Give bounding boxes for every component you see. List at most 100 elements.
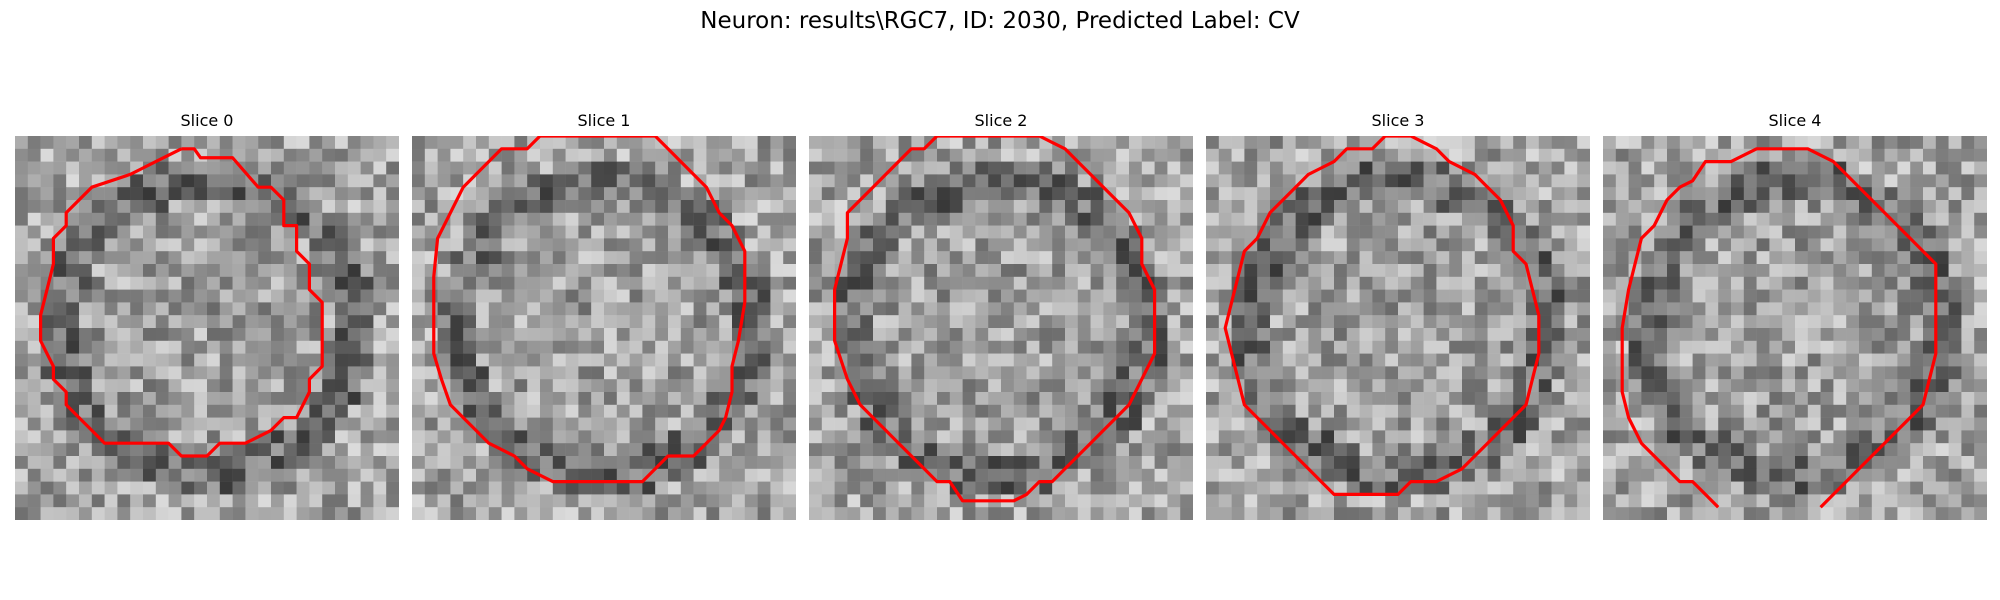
slice-pixel	[1372, 174, 1386, 188]
slice-pixel	[1116, 174, 1130, 188]
slice-pixel	[1257, 302, 1271, 316]
slice-pixel	[1167, 494, 1181, 508]
slice-pixel	[860, 212, 874, 226]
slice-pixel	[386, 251, 399, 265]
slice-pixel	[1218, 225, 1232, 239]
slice-pixel	[322, 392, 336, 406]
slice-pixel	[937, 507, 951, 520]
slice-pixel	[232, 417, 246, 431]
slice-pixel	[104, 328, 118, 342]
slice-pixel	[1487, 340, 1501, 354]
slice-pixel	[194, 276, 208, 290]
slice-pixel	[1013, 468, 1027, 482]
slice-pixel	[1833, 417, 1847, 431]
slice-pixel	[1795, 174, 1809, 188]
slice-pixel	[1974, 430, 1987, 444]
slice-pixel	[1923, 456, 1937, 470]
slice-pixel	[1526, 494, 1540, 508]
slice-pixel	[1346, 456, 1360, 470]
slice-pixel	[1359, 392, 1373, 406]
slice-pixel	[629, 276, 643, 290]
slice-pixel	[1065, 443, 1079, 457]
slice-pixel	[527, 481, 541, 495]
slice-pixel	[1820, 392, 1834, 406]
slice-pixel	[1577, 443, 1590, 457]
slice-pixel	[629, 417, 643, 431]
slice-pixel	[847, 187, 861, 201]
slice-pixel	[1692, 289, 1706, 303]
slice-pixel	[1346, 481, 1360, 495]
slice-pixel	[66, 481, 80, 495]
slice-pixel	[15, 494, 29, 508]
slice-pixel	[1129, 340, 1143, 354]
slice-pixel	[335, 148, 349, 162]
slice-pixel	[1756, 468, 1770, 482]
slice-pixel	[809, 315, 823, 329]
slice-pixel	[168, 328, 182, 342]
slice-pixel	[1410, 225, 1424, 239]
slice-pixel	[1346, 507, 1360, 520]
slice-pixel	[1718, 340, 1732, 354]
slice-pixel	[386, 366, 399, 380]
slice-pixel	[1756, 366, 1770, 380]
slice-pixel	[988, 328, 1002, 342]
slice-pixel	[1679, 430, 1693, 444]
slice-pixel	[347, 225, 361, 239]
slice-pixel	[1218, 136, 1232, 150]
slice-pixel	[117, 225, 131, 239]
slice-pixel	[117, 187, 131, 201]
slice-pixel	[975, 481, 989, 495]
slice-pixel	[1231, 212, 1245, 226]
slice-pixel	[1577, 264, 1590, 278]
slice-pixel	[143, 148, 157, 162]
slice-pixel	[1372, 289, 1386, 303]
slice-pixel	[143, 276, 157, 290]
slice-pixel	[1026, 251, 1040, 265]
slice-pixel	[1641, 187, 1655, 201]
slice-pixel	[207, 456, 221, 470]
slice-pixel	[732, 481, 746, 495]
slice-pixel	[412, 430, 426, 444]
slice-pixel	[924, 353, 938, 367]
slice-pixel	[1615, 468, 1629, 482]
slice-pixel	[476, 494, 490, 508]
slice-pixel	[757, 148, 771, 162]
slice-pixel	[1385, 443, 1399, 457]
slice-pixel	[860, 225, 874, 239]
slice-pixel	[1961, 238, 1975, 252]
slice-pixel	[1910, 392, 1924, 406]
slice-pixel	[975, 430, 989, 444]
slice-pixel	[1884, 225, 1898, 239]
slice-pixel	[91, 379, 105, 393]
slice-pixel	[527, 212, 541, 226]
slice-pixel	[809, 392, 823, 406]
slice-pixel	[40, 507, 54, 520]
slice-pixel	[565, 404, 579, 418]
slice-pixel	[1538, 161, 1552, 175]
slice-pixel	[1116, 225, 1130, 239]
slice-pixel	[1974, 148, 1987, 162]
slice-pixel	[1218, 481, 1232, 495]
slice-pixel	[1001, 200, 1015, 214]
slice-pixel	[616, 430, 630, 444]
slice-pixel	[1141, 392, 1155, 406]
slice-pixel	[1756, 456, 1770, 470]
slice-pixel	[1334, 302, 1348, 316]
slice-pixel	[552, 353, 566, 367]
slice-pixel	[1807, 392, 1821, 406]
slice-pixel	[1359, 136, 1373, 150]
slice-pixel	[527, 302, 541, 316]
slice-pixel	[1859, 328, 1873, 342]
slice-pixel	[117, 251, 131, 265]
slice-pixel	[104, 366, 118, 380]
slice-pixel	[1538, 136, 1552, 150]
slice-pixel	[1577, 417, 1590, 431]
slice-pixel	[1859, 136, 1873, 150]
slice-pixel	[988, 161, 1002, 175]
slice-pixel	[1372, 366, 1386, 380]
slice-pixel	[488, 340, 502, 354]
slice-pixel	[130, 238, 144, 252]
slice-pixel	[604, 200, 618, 214]
slice-pixel	[1231, 328, 1245, 342]
slice-pixel	[1897, 148, 1911, 162]
